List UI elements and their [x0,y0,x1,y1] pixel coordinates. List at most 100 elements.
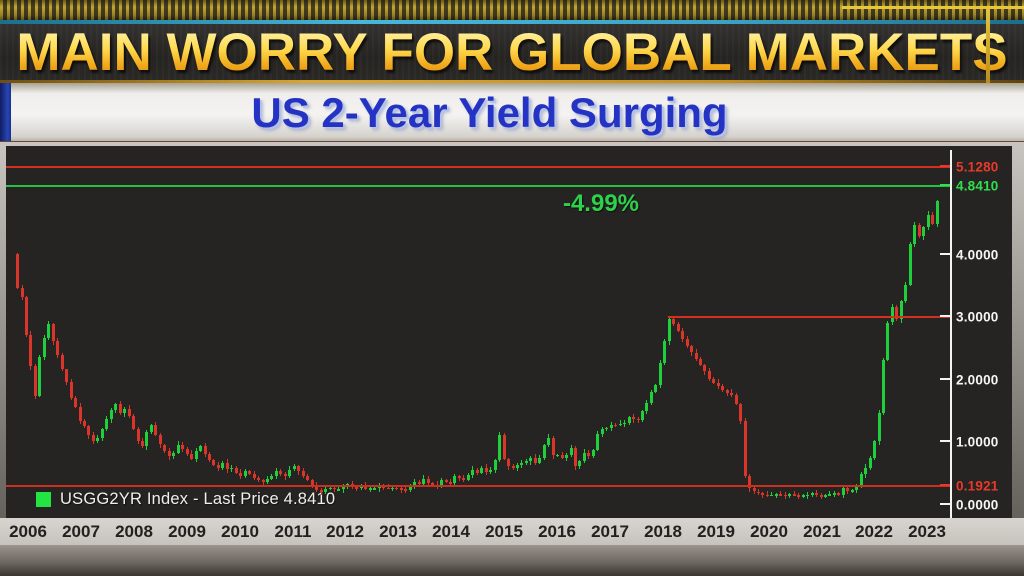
candle [596,433,600,451]
candle-wick [766,490,768,498]
candle [377,485,381,489]
candle [310,480,314,486]
candle [904,284,908,301]
candle [725,390,729,393]
candle [792,494,796,496]
candle [703,365,707,372]
candle [341,486,345,489]
candle [404,489,408,491]
candle-wick [771,492,773,497]
candle [587,452,591,456]
candle [266,479,269,483]
candle [810,493,814,495]
candle [694,352,698,359]
candle [87,426,91,436]
candle [935,201,939,224]
candle [431,483,435,485]
candle [623,422,627,425]
candle [391,487,394,490]
candle [123,408,127,414]
candle [560,454,564,459]
candle [699,358,702,366]
x-axis-year-label: 2017 [591,522,629,541]
gold-horizontal-accent [842,6,1024,9]
subtitle-bar: US 2-Year Yield Surging [0,83,1024,142]
y-axis-label: 3.0000 [956,309,999,325]
candle [837,493,841,495]
x-axis-year-label: 2018 [644,522,682,541]
candle [806,494,810,497]
candle [221,462,225,468]
candle [270,475,274,479]
candle [230,467,234,470]
candle [212,460,216,466]
candle [819,495,823,497]
candle [752,487,756,492]
candle [413,481,417,486]
candle [618,423,622,426]
y-axis-tick [940,165,950,167]
candle [172,452,176,457]
candle [556,454,560,456]
candle [855,486,859,491]
candle [158,435,162,445]
candle [132,416,136,429]
candle [301,471,305,476]
candle [190,453,194,459]
trend-line [668,316,950,318]
candle [145,432,149,447]
y-axis-tick [940,184,950,186]
candle [846,488,850,492]
candle [926,214,930,228]
candle [899,300,903,320]
x-axis-year-label: 2016 [538,522,576,541]
x-axis-year-label: 2019 [697,522,735,541]
candle [757,491,760,494]
candle-wick [284,472,286,480]
candle [279,471,283,474]
candle [663,341,667,364]
candle [20,288,24,298]
candle [859,474,863,487]
y-axis-line [950,150,952,518]
candle [457,475,461,478]
candle [100,428,104,438]
candle [529,457,533,462]
candle [422,479,426,484]
candle [877,413,881,442]
y-axis-label: 0.1921 [956,478,999,494]
candle [841,488,845,495]
candle [761,493,765,495]
candle-wick [619,420,621,427]
x-axis-year-label: 2021 [803,522,841,541]
candle [489,469,493,473]
candle [274,471,278,476]
reference-line [6,185,950,187]
candle [176,444,180,453]
candle [203,446,207,454]
candle [127,408,131,417]
candle [783,494,787,497]
candle [154,425,158,436]
x-axis-year-label: 2011 [274,522,312,541]
candle [801,495,805,497]
candle [207,453,211,461]
candle [721,386,725,391]
candle [60,355,64,370]
headline-banner: MAIN WORRY FOR GLOBAL MARKETS [0,24,1024,81]
candle [511,466,515,468]
y-axis-label: 4.0000 [956,247,999,263]
candle [524,461,528,464]
candle [24,297,28,335]
candle [257,477,260,481]
candle [185,448,189,454]
candle [38,356,42,397]
candle [440,480,444,486]
candle [399,488,403,490]
candle [864,467,868,474]
stripes-shading [0,0,1024,20]
headline-title: MAIN WORRY FOR GLOBAL MARKETS [0,24,1024,81]
candle [645,403,649,411]
candle [908,244,912,285]
candle [225,462,229,469]
